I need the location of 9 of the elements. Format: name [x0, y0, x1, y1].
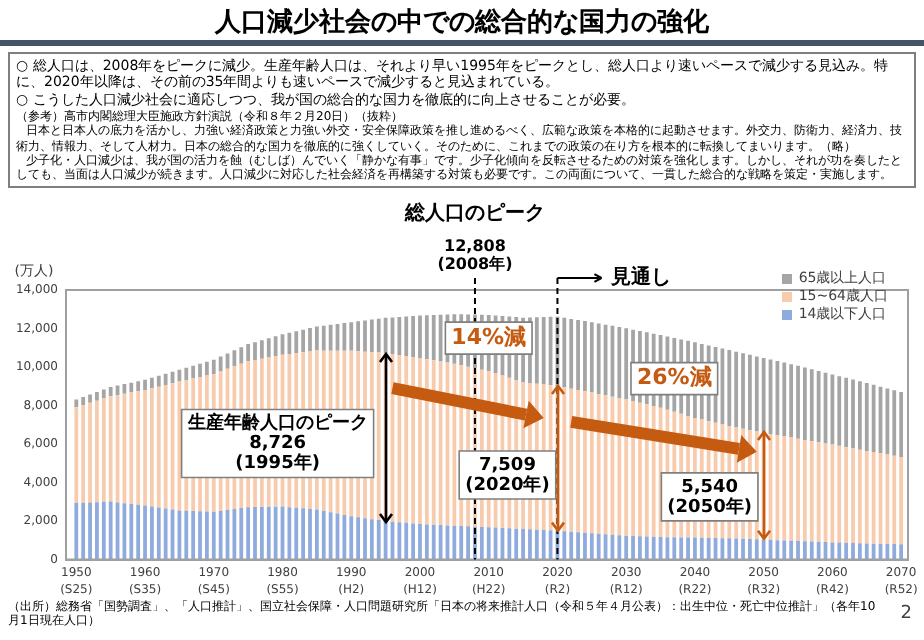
annotation: 14%減 — [451, 323, 527, 350]
annotation: 生産年齢人口のピーク 8,726 (1995年) — [185, 412, 368, 475]
annotation: 5,540 (2050年) — [667, 477, 752, 518]
annotation: 26%減 — [636, 364, 712, 391]
annotation: 総人口のピーク 12,808 (2008年) — [402, 201, 545, 274]
text: 2 — [900, 604, 912, 624]
ref-line-label: 見通し — [609, 265, 672, 290]
annotation: 7,509 (2020年) — [465, 455, 550, 496]
chart-title: 人口減少社会の中での総合的な国力の強化 — [212, 6, 711, 40]
